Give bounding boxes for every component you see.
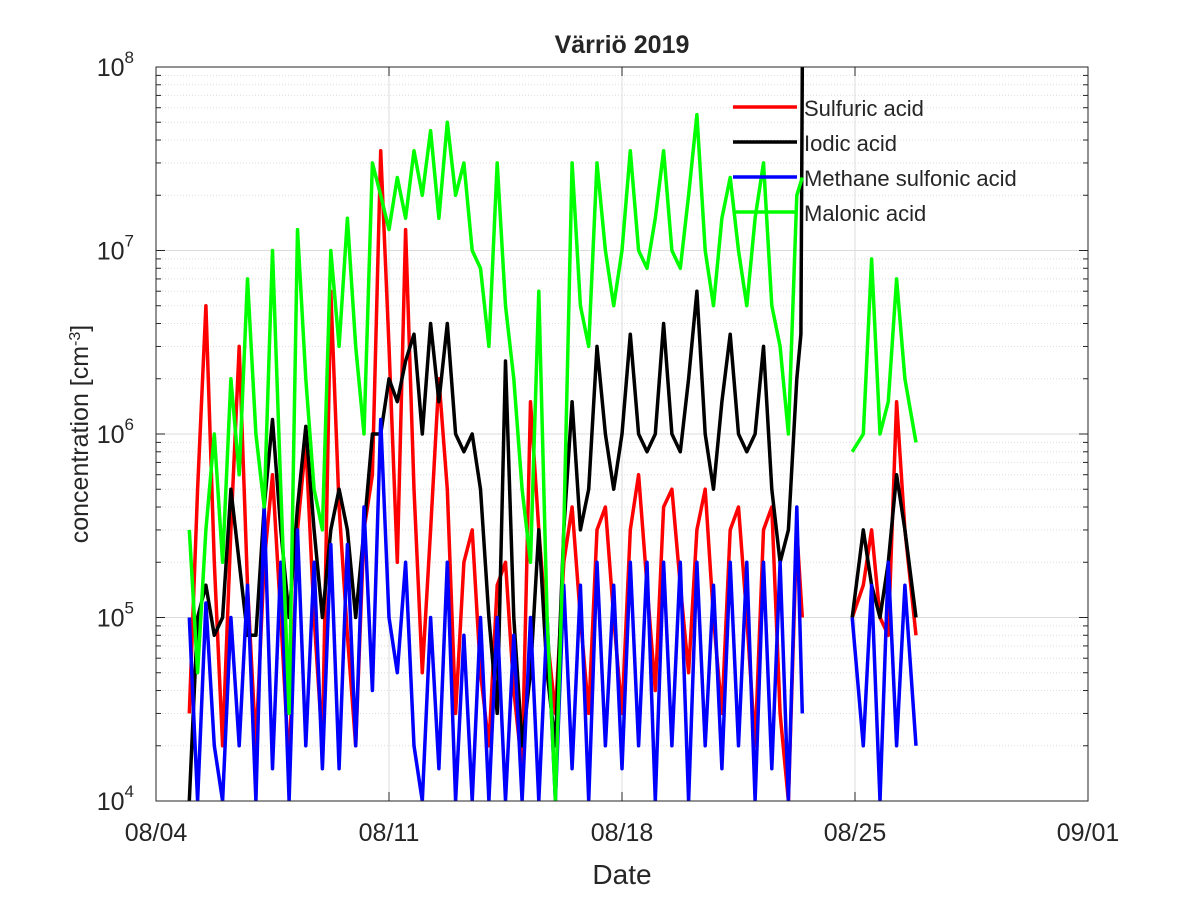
x-tick-label: 08/18	[591, 819, 654, 847]
y-tick-label-exponent: 4	[125, 782, 134, 801]
y-tick-label-base: 10	[97, 605, 125, 633]
y-tick-label-base: 10	[97, 238, 125, 266]
legend-label: Iodic acid	[804, 131, 897, 156]
y-tick-label-exponent: 8	[125, 48, 134, 67]
y-axis-label-sup: -3	[67, 332, 84, 346]
y-tick-label: 108	[97, 48, 134, 82]
legend-label: Sulfuric acid	[804, 96, 924, 121]
y-tick-label-exponent: 5	[125, 599, 134, 618]
y-tick-label-base: 10	[97, 788, 125, 816]
legend-label: Methane sulfonic acid	[804, 166, 1017, 191]
y-tick-label-base: 10	[97, 421, 125, 449]
series-line-malonic-acid	[187, 112, 918, 801]
x-tick-label: 09/01	[1057, 819, 1120, 847]
y-tick-label: 104	[97, 782, 134, 816]
series-line-methane-sulfonic-acid	[187, 417, 918, 801]
legend: Sulfuric acid Iodic acid Methane sulfonic …	[733, 96, 1017, 226]
y-axis-label: concentration [cm-3]	[66, 325, 94, 544]
y-tick-label-exponent: 7	[125, 232, 134, 251]
y-tick-label: 107	[97, 232, 134, 266]
y-axis-label-tail: ]	[66, 325, 94, 332]
y-axis-label-main: concentration [cm	[66, 346, 94, 543]
chart-title: Värriö 2019	[555, 31, 690, 59]
series-layer	[187, 67, 918, 801]
y-tick-label: 106	[97, 415, 134, 449]
legend-label: Malonic acid	[804, 201, 926, 226]
x-tick-label: 08/11	[359, 819, 420, 847]
y-tick-label-exponent: 6	[125, 415, 134, 434]
x-tick-label: 08/04	[125, 819, 188, 847]
x-tick-label: 08/25	[824, 819, 887, 847]
y-tick-label: 105	[97, 599, 134, 633]
x-axis-label: Date	[592, 859, 651, 890]
y-tick-label-base: 10	[97, 54, 125, 82]
